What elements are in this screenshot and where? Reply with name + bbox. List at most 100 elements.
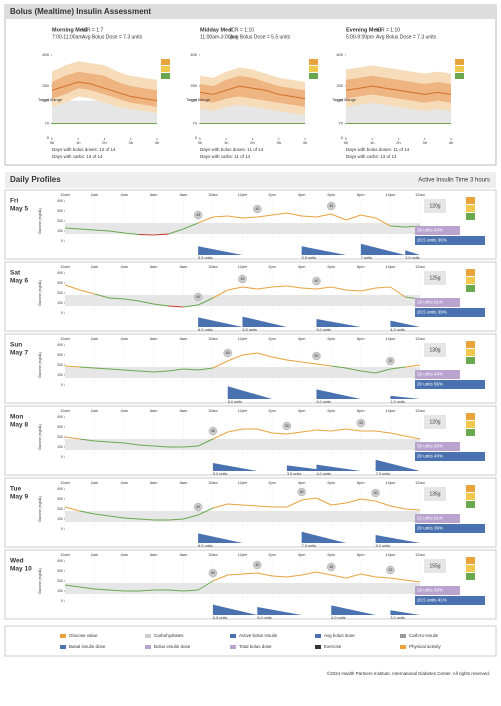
x-tick-label: 12pm [238,193,248,197]
legend-label: Exercise [324,644,342,649]
target-band [65,439,420,450]
x-tick-label: 10pm [386,193,396,197]
x-tick-label: 2pm [268,409,275,413]
active-insulin [375,535,420,543]
x-tick-label: 10pm [386,409,396,413]
x-tick-label: 6pm [328,193,335,197]
x-tick-label: 4am [120,265,127,269]
x-tick-label: 12am [415,265,425,269]
target-label: Target Range [38,97,63,102]
y-tick-label: 100 [57,589,63,593]
glucose-segment [331,502,347,506]
x-tick-label: 4pm [298,409,305,413]
glucose-segment [138,300,154,305]
x-tick-label: 2am [91,337,98,341]
y-tick-label: 0 [61,455,63,459]
x-tick-label: 12am [60,193,70,197]
x-tick-label: 6am [150,553,157,557]
day-date: May 6 [10,278,28,285]
carb-marker [208,568,218,578]
status-box [161,73,170,79]
glucose-segment [79,366,95,369]
glucose-segment [79,289,95,295]
carb-total: 135g [429,491,440,497]
x-tick-label: 6am [150,265,157,269]
y-tick-label: 0 [47,135,50,140]
glucose-segment [109,515,125,519]
glucose-segment [64,436,80,440]
meal-days-carbs: Days with carbs: 13 of 14 [52,154,103,159]
carb-label: 45 [329,565,333,569]
bolus-summary: 30 units 60% [417,444,443,449]
status-box [466,277,475,284]
glucose-segment [257,428,273,434]
glucose-segment [227,354,243,362]
x-tick-label: 6am [150,193,157,197]
bolus-label: 5.0 units [257,616,271,620]
y-tick-label: 400 [190,52,197,57]
x-tick-label: 10am [208,553,218,557]
y-tick-label: 400 [336,52,343,57]
y-tick-label: 180 [42,98,49,103]
glucose-segment [272,575,287,578]
status-box [466,429,475,436]
glucose-segment [316,213,332,218]
legend-label: Carbohydrates [154,633,184,638]
x-tick-label: 4h [155,140,159,145]
carb-label: 40 [315,279,319,283]
x-tick-label: 6am [150,337,157,341]
carb-label: 40 [196,505,200,509]
x-tick-label: 12am [415,481,425,485]
status-box [466,501,475,508]
carb-marker [253,204,262,214]
status-box [309,66,318,72]
active-insulin [198,246,243,255]
x-tick-label: 12am [415,553,425,557]
basal-summary: 20.5 units 39% [417,310,447,315]
active-insulin [331,605,376,615]
glucose-segment [242,504,258,507]
x-tick-label: 8am [180,265,187,269]
glucose-segment [405,364,421,368]
legend-swatch [60,645,66,649]
x-tick-label: 12am [60,553,70,557]
glucose-segment [345,214,361,221]
glucose-segment [390,286,406,298]
target-label: Target Range [186,97,211,102]
carb-label: 40 [359,421,363,425]
legend-label: Glucose value [69,633,98,638]
glucose-segment [286,359,302,363]
glucose-segment [345,367,361,372]
meal-days-bolus: Days with bolus doses: 11 of 14 [200,147,264,152]
bolus-label: 6.5 units [243,328,257,332]
carb-label: 45 [241,277,245,281]
x-tick-label: 4pm [298,265,305,269]
bolus-summary: 29 units 59% [417,588,443,593]
carb-total-box [424,487,446,501]
bolus-summary-box [415,586,460,595]
glucose-segment [346,289,361,292]
carb-marker [208,426,218,436]
y-tick-label: 200 [57,507,63,511]
active-insulin [198,533,243,543]
x-tick-label: 8am [180,193,187,197]
y-tick-label: 0 [341,135,344,140]
x-tick-label: 6pm [328,481,335,485]
carb-label: 45 [211,429,215,433]
glucose-segment [227,503,243,506]
y-tick-label: 0 [61,599,63,603]
status-box [455,59,464,65]
status-box [466,285,475,292]
glucose-segment [390,366,406,370]
x-tick-label: 4am [120,409,127,413]
y-axis-label: Glucose (mg/dL) [38,352,42,378]
bolus-label: 6.0 units [198,328,212,332]
glucose-segment [79,438,95,442]
x-tick-label: 8pm [357,337,364,341]
glucose-segment [153,445,169,448]
x-tick-label: 0h [50,140,54,145]
bolus-label: 5.0 units [213,472,227,476]
y-tick-label: 200 [57,219,63,223]
glucose-segment [360,214,376,219]
bolus-label: 5.5 units [302,256,316,260]
